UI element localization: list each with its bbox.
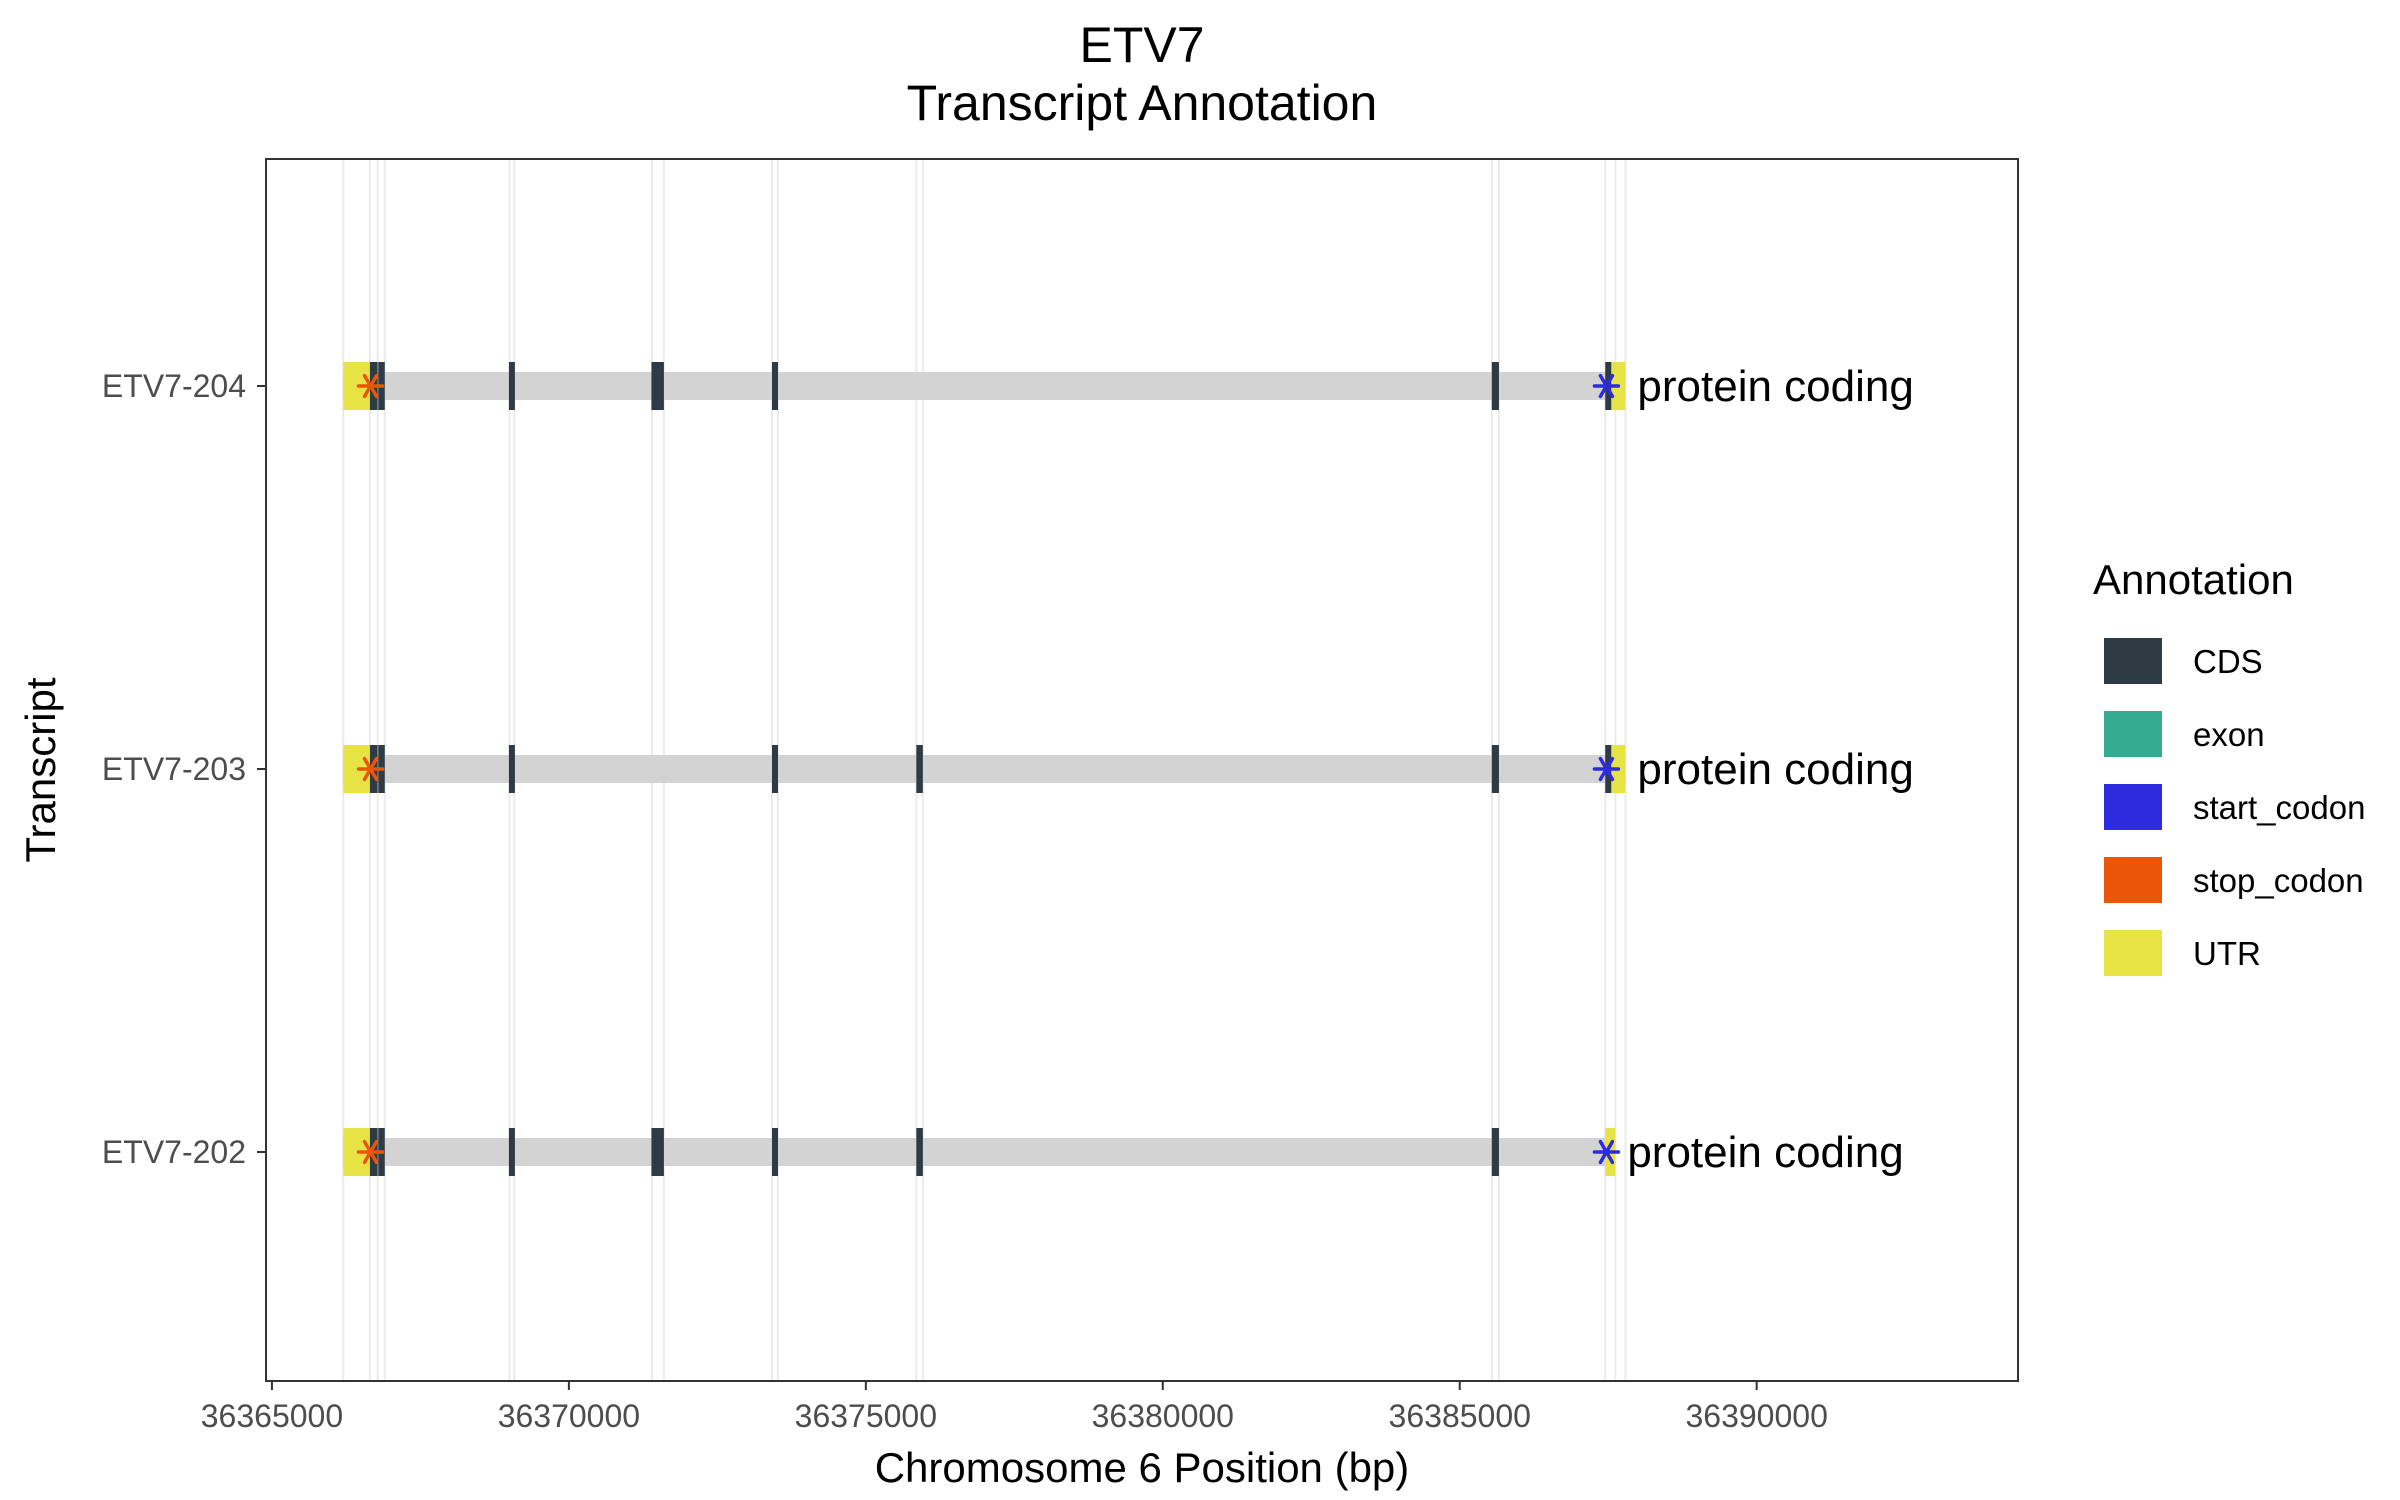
stop-codon-marker bbox=[356, 373, 385, 399]
cds-block bbox=[916, 745, 923, 793]
start-codon-marker bbox=[1592, 1139, 1621, 1165]
x-tick-label: 36385000 bbox=[1389, 1398, 1531, 1434]
stop-codon-marker-stroke bbox=[362, 756, 379, 782]
stop-codon-marker bbox=[356, 1139, 385, 1165]
start-codon-marker-stroke bbox=[1598, 1139, 1615, 1165]
legend-label: exon bbox=[2193, 716, 2265, 753]
start-codon-marker bbox=[1592, 756, 1621, 782]
transcript-biotype-label: protein coding bbox=[1637, 745, 1913, 794]
cds-block bbox=[651, 362, 664, 410]
legend-label: UTR bbox=[2193, 935, 2261, 972]
start-codon-marker-stroke bbox=[1598, 756, 1615, 782]
y-tick-label: ETV7-202 bbox=[102, 1134, 246, 1170]
cds-block bbox=[508, 1128, 515, 1176]
stop-codon-marker-stroke bbox=[362, 1139, 379, 1165]
intron-bar bbox=[343, 1138, 1616, 1166]
cds-block bbox=[1491, 362, 1499, 410]
start-codon-marker-stroke bbox=[1598, 373, 1615, 399]
transcript-biotype-label: protein coding bbox=[1637, 362, 1913, 411]
legend-item: CDS bbox=[2104, 638, 2263, 684]
legend-swatch bbox=[2104, 784, 2162, 830]
cds-block bbox=[772, 745, 779, 793]
legend-item: exon bbox=[2104, 711, 2265, 757]
x-tick-label: 36380000 bbox=[1092, 1398, 1234, 1434]
chart-subtitle: Transcript Annotation bbox=[907, 75, 1378, 131]
legend: Annotation CDS exon start_codon stop_codon U… bbox=[2093, 556, 2365, 976]
y-tick-label: ETV7-204 bbox=[102, 368, 246, 404]
legend-swatch bbox=[2104, 930, 2162, 976]
transcript-track: protein coding bbox=[343, 745, 1914, 794]
cds-block bbox=[1491, 1128, 1499, 1176]
cds-block bbox=[916, 1128, 923, 1176]
y-axis-title: Transcript bbox=[17, 677, 64, 862]
legend-swatch bbox=[2104, 711, 2162, 757]
cds-block bbox=[508, 362, 515, 410]
chart-title: ETV7 bbox=[1079, 17, 1204, 73]
transcript-tracks: protein coding protein coding protein codi… bbox=[343, 362, 1914, 1177]
x-axis: 36365000 36370000 36375000 36380000 36385000… bbox=[201, 1381, 1828, 1434]
legend-swatch bbox=[2104, 857, 2162, 903]
legend-item: start_codon bbox=[2104, 784, 2365, 830]
y-tick-label: ETV7-203 bbox=[102, 751, 246, 787]
legend-item: UTR bbox=[2104, 930, 2261, 976]
stop-codon-marker-stroke bbox=[362, 373, 379, 399]
transcript-biotype-label: protein coding bbox=[1627, 1128, 1903, 1177]
cds-block bbox=[508, 745, 515, 793]
cds-block bbox=[772, 1128, 779, 1176]
x-tick-label: 36390000 bbox=[1685, 1398, 1827, 1434]
x-tick-label: 36365000 bbox=[201, 1398, 343, 1434]
legend-items: CDS exon start_codon stop_codon UTR bbox=[2104, 638, 2365, 976]
x-tick-label: 36370000 bbox=[498, 1398, 640, 1434]
legend-title: Annotation bbox=[2093, 556, 2294, 603]
cds-block bbox=[772, 362, 779, 410]
intron-bar bbox=[343, 372, 1626, 400]
transcript-track: protein coding bbox=[343, 362, 1914, 411]
legend-label: start_codon bbox=[2193, 789, 2365, 826]
legend-label: CDS bbox=[2193, 643, 2263, 680]
stop-codon-marker bbox=[356, 756, 385, 782]
legend-item: stop_codon bbox=[2104, 857, 2364, 903]
legend-label: stop_codon bbox=[2193, 862, 2364, 899]
cds-block bbox=[651, 1128, 664, 1176]
x-axis-title: Chromosome 6 Position (bp) bbox=[875, 1444, 1410, 1491]
legend-swatch bbox=[2104, 638, 2162, 684]
cds-block bbox=[1491, 745, 1499, 793]
y-axis: ETV7-204 ETV7-203 ETV7-202 bbox=[102, 368, 266, 1170]
intron-bar bbox=[343, 755, 1626, 783]
start-codon-marker bbox=[1592, 373, 1621, 399]
transcript-track: protein coding bbox=[343, 1128, 1904, 1177]
x-tick-label: 36375000 bbox=[795, 1398, 937, 1434]
